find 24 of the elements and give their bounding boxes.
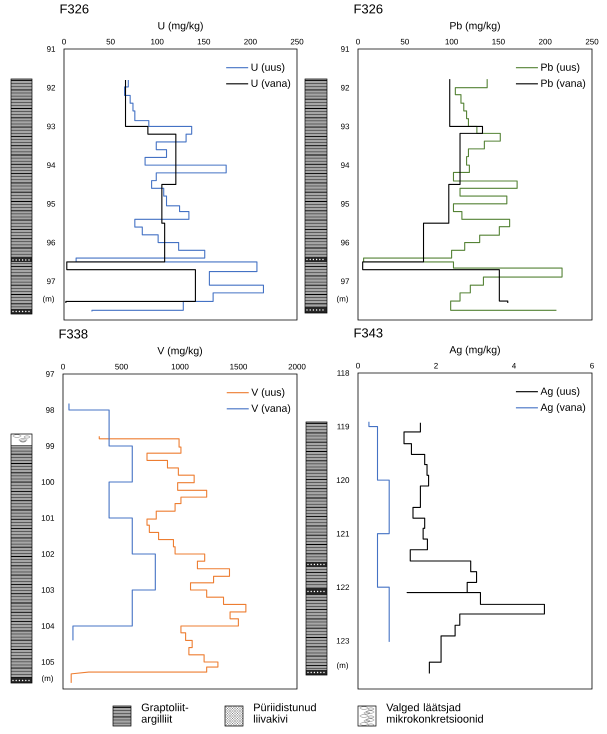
legend-label: Ag (vana)	[540, 403, 586, 413]
legend-label: Pb (uus)	[541, 63, 580, 73]
line-series	[68, 402, 156, 641]
legend-label: U (vana)	[252, 79, 290, 89]
line-series	[362, 78, 508, 304]
text: Valged läätsjad mikrokonkretsioonid	[386, 703, 483, 723]
x-axis-title: U (mg/kg)	[158, 22, 203, 32]
chart-title: F343	[354, 328, 382, 338]
x-axis-title: Pb (mg/kg)	[450, 22, 500, 32]
line-series	[403, 422, 545, 674]
legend-label: V (uus)	[251, 388, 284, 398]
text: Püriidistunud liivakivi	[254, 703, 316, 723]
x-axis-title: Ag (mg/kg)	[449, 346, 500, 356]
chart-title: F338	[60, 329, 88, 338]
legend-label: V (vana)	[251, 404, 290, 414]
line-series	[368, 421, 390, 642]
legend-label: Ag (uus)	[540, 387, 580, 397]
text: Graptoliit-argilliit	[142, 703, 188, 725]
chart-title: F326	[60, 4, 88, 14]
line-series	[70, 436, 246, 684]
chart-title: F326	[354, 4, 382, 14]
legend-label: U (uus)	[252, 63, 284, 73]
x-axis-title: V (mg/kg)	[157, 346, 202, 356]
legend-label: Pb (vana)	[541, 79, 586, 89]
